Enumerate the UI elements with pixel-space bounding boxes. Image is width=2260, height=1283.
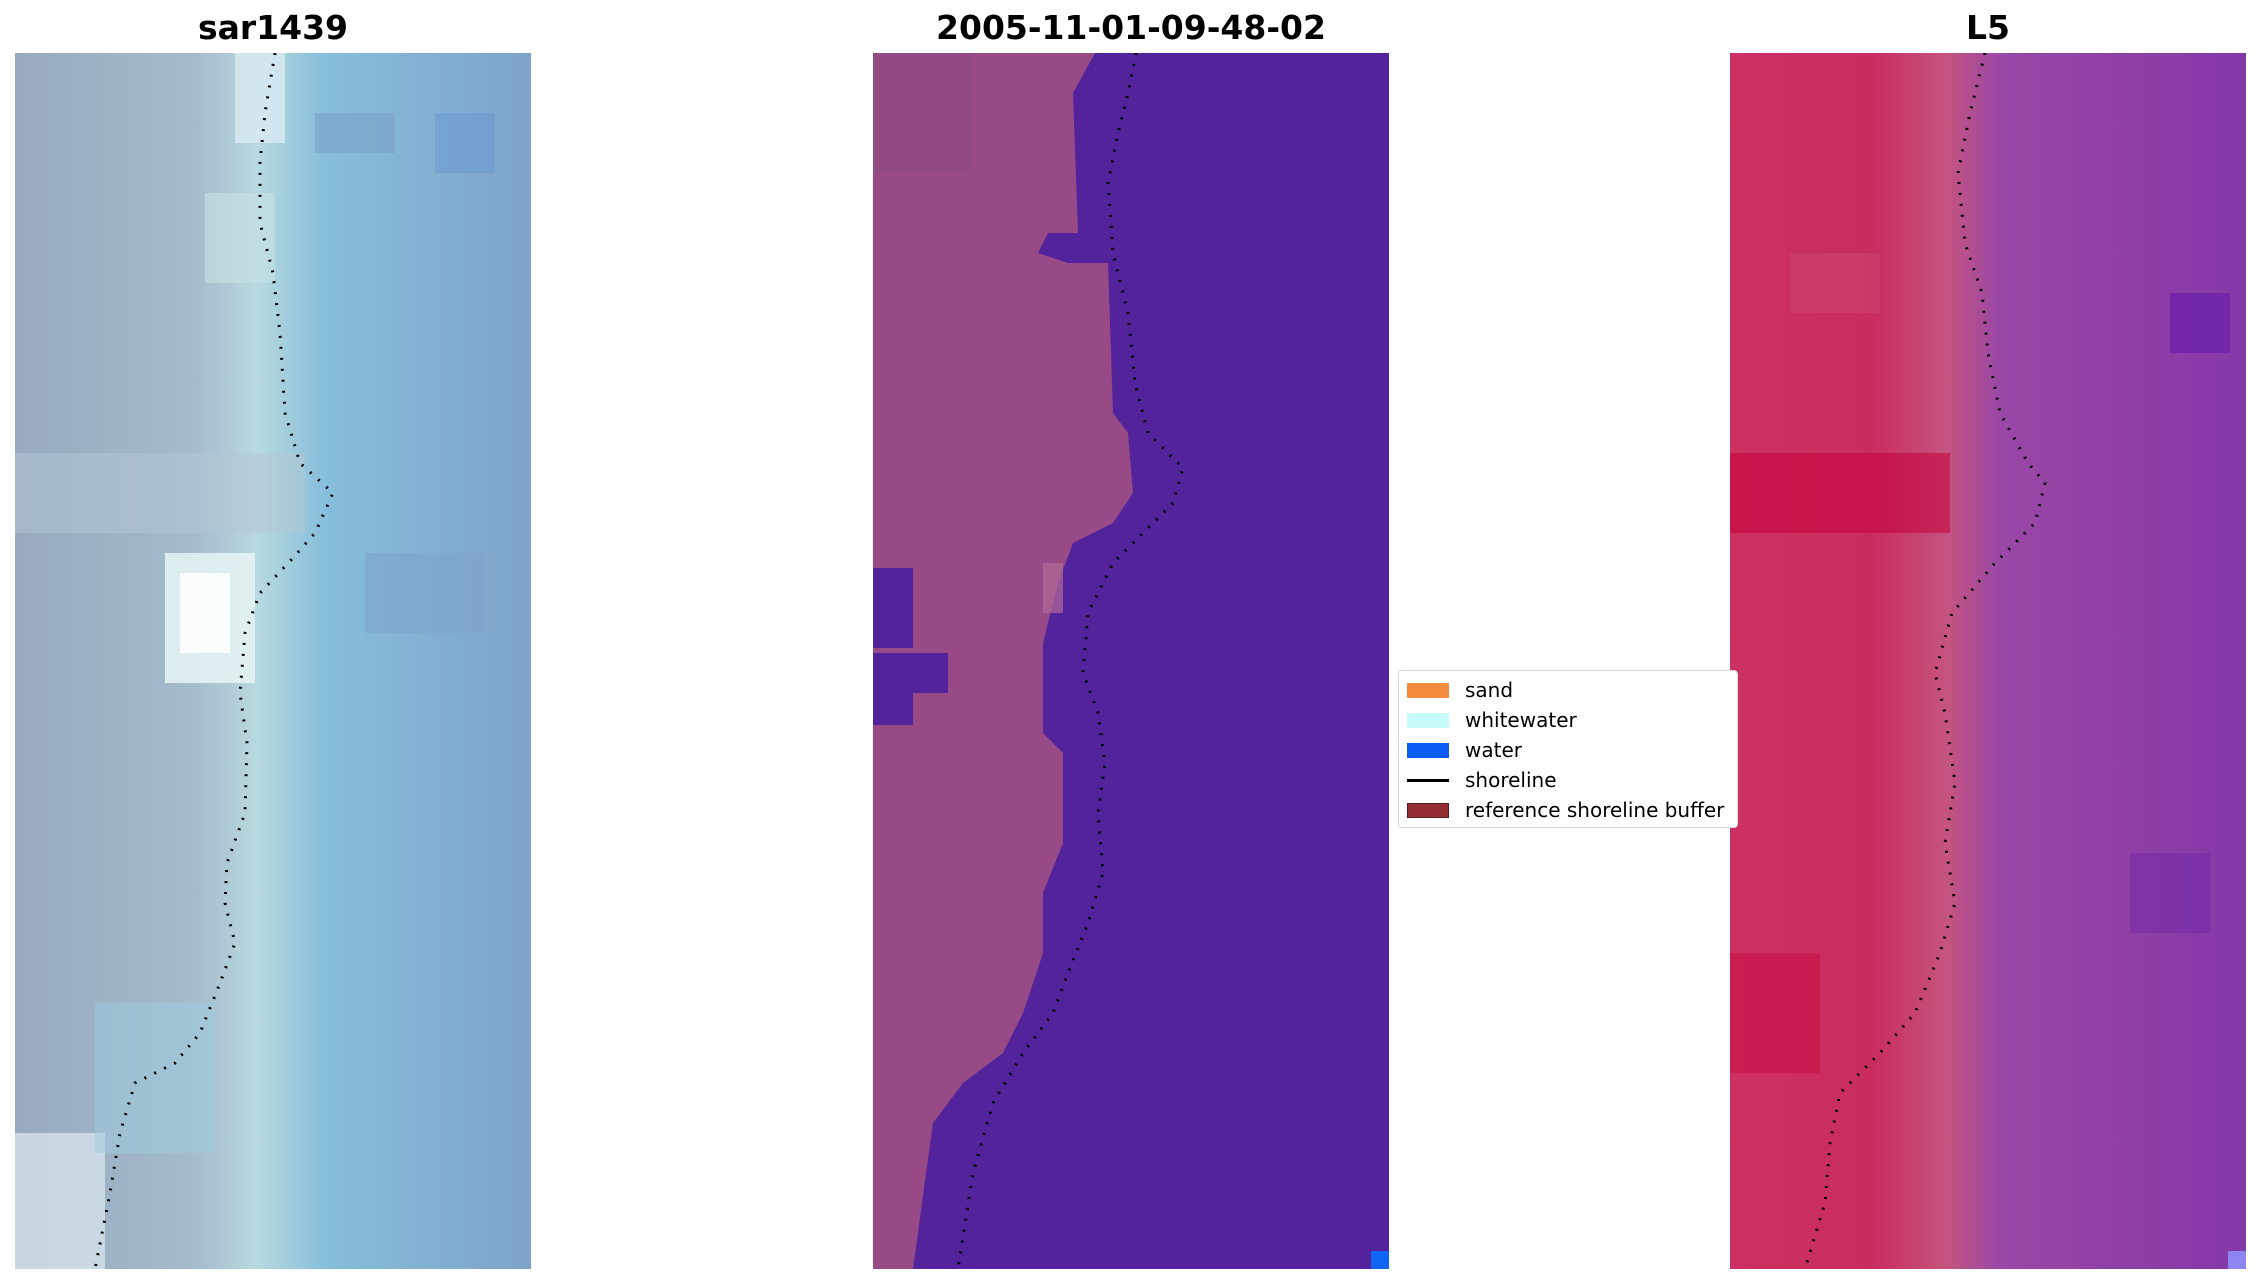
legend-label: sand (1465, 678, 1514, 702)
legend-item-water: water (1407, 736, 1522, 764)
legend-item-whitewater: whitewater (1407, 706, 1577, 734)
legend-item-sand: sand (1407, 676, 1513, 704)
legend-item-shoreline: shoreline (1407, 766, 1557, 794)
legend-label: whitewater (1465, 708, 1577, 732)
ndwi-image (1730, 53, 2246, 1269)
legend-item-reference-buffer: reference shoreline buffer (1407, 796, 1724, 824)
rgb-image (15, 53, 531, 1269)
middle-panel-title: 2005-11-01-09-48-02 (936, 8, 1326, 47)
water-swatch-icon (1407, 742, 1449, 758)
classified-image-panel (873, 53, 1389, 1269)
classified-image (873, 53, 1389, 1269)
buffer-swatch-icon (1407, 802, 1449, 818)
rgb-image-panel (15, 53, 531, 1269)
sand-swatch-icon (1407, 682, 1449, 698)
legend-label: reference shoreline buffer (1465, 798, 1725, 822)
shoreline-line-icon (1407, 778, 1449, 782)
shoreline-trace (93, 53, 335, 1269)
whitewater-swatch-icon (1407, 712, 1449, 728)
legend: sand whitewater water shoreline referenc… (1398, 670, 1738, 828)
shoreline-trace (1803, 53, 2047, 1269)
legend-label: water (1465, 738, 1522, 762)
ndwi-image-panel (1730, 53, 2246, 1269)
left-panel-title: sar1439 (197, 8, 349, 47)
right-panel-title: L5 (1966, 8, 2010, 47)
legend-label: shoreline (1465, 768, 1557, 792)
